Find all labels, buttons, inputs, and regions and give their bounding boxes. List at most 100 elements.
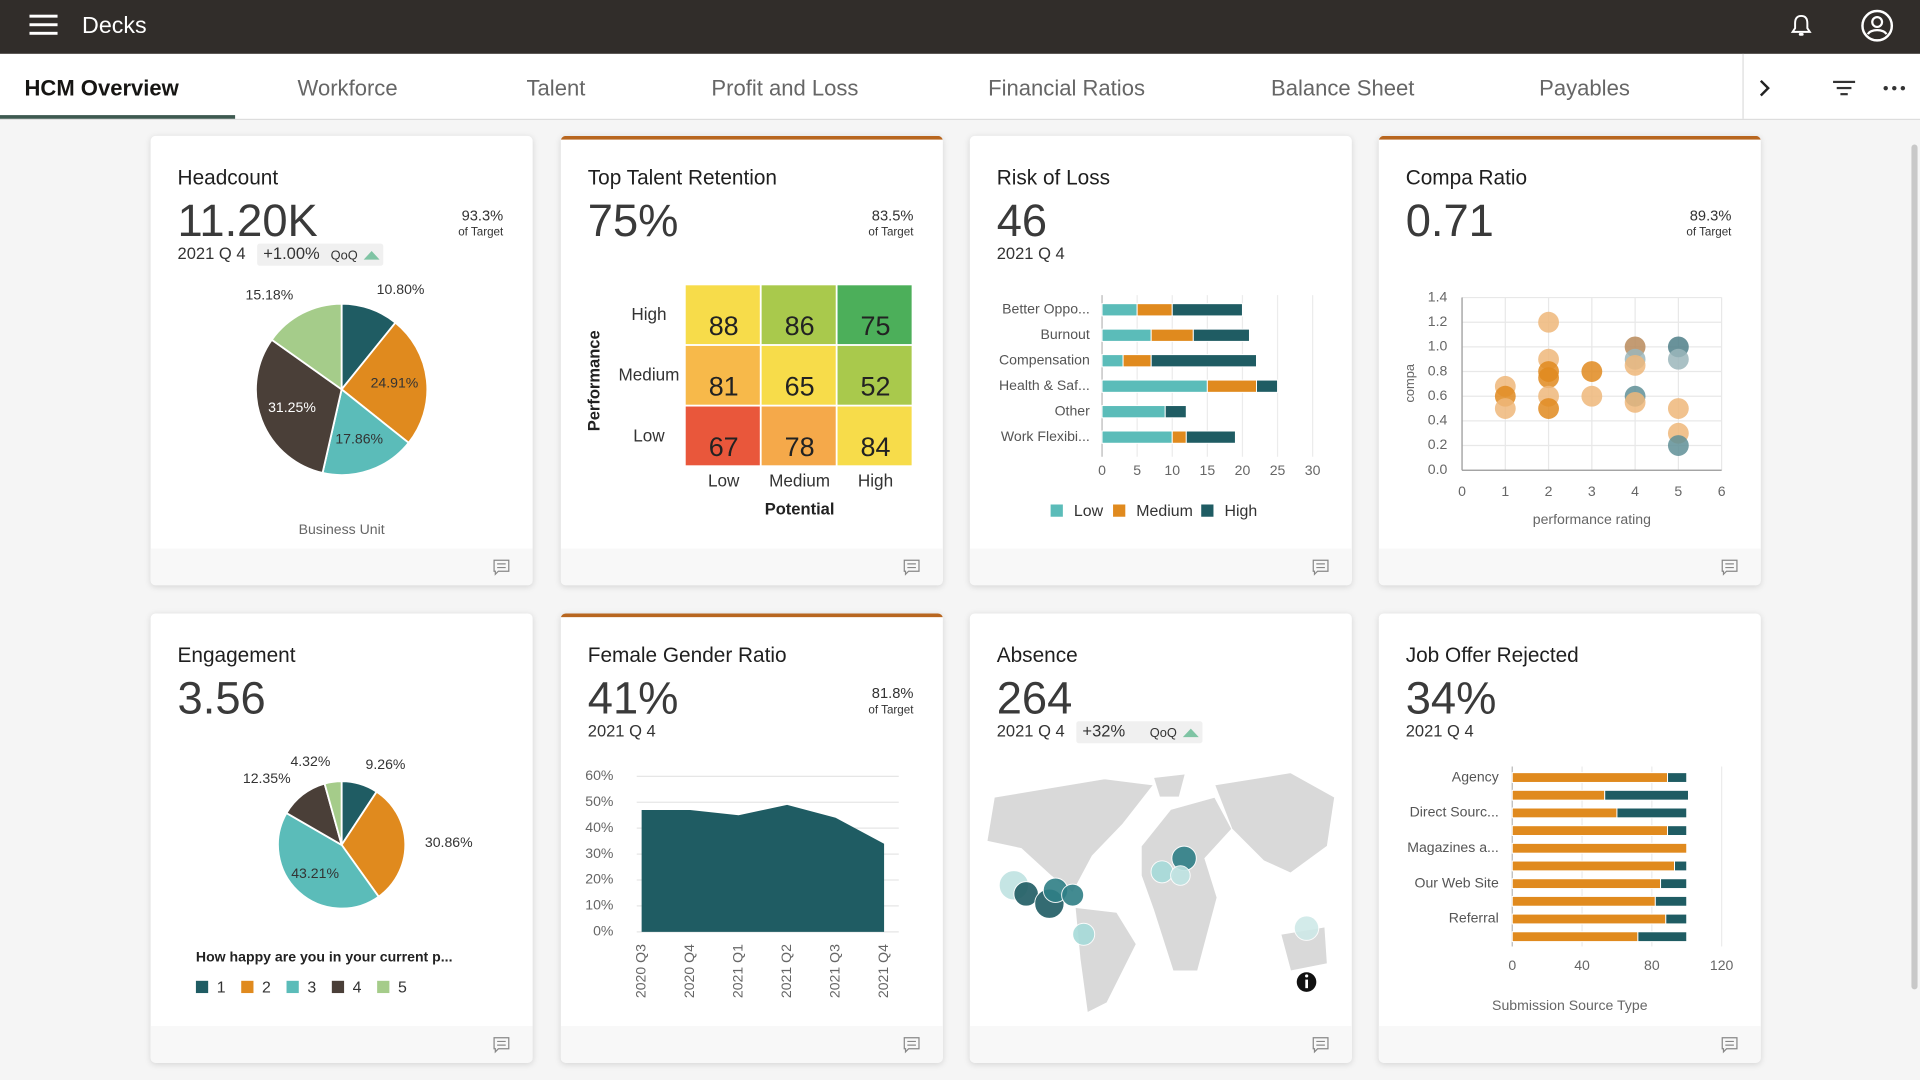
bar-segment xyxy=(1511,860,1676,872)
comment-button[interactable] xyxy=(1721,559,1738,576)
bar-segment xyxy=(1511,931,1639,943)
kpi-value: 75% xyxy=(588,195,679,246)
y-tick-label: 0% xyxy=(593,923,614,939)
slice-label: 24.91% xyxy=(371,374,419,390)
next-tabs-button[interactable] xyxy=(1756,78,1773,98)
comment-icon xyxy=(493,559,510,576)
cell-value: 75 xyxy=(861,311,891,341)
legend-swatch xyxy=(241,980,254,994)
comment-icon xyxy=(1721,1037,1738,1054)
card-canvas: Job Offer Rejected 34%2021 Q 4 0 40 80 120 Age… xyxy=(1378,644,1761,1063)
comment-icon xyxy=(903,1037,920,1054)
bar-segment xyxy=(1101,405,1166,419)
filter-button[interactable] xyxy=(1832,80,1856,97)
x-tick-label: 6 xyxy=(1718,483,1726,499)
y-tick-label: 1.2 xyxy=(1428,313,1448,329)
map-bubble[interactable] xyxy=(1061,883,1085,907)
bar-segment xyxy=(1674,860,1688,872)
bar-segment xyxy=(1192,328,1250,342)
tab[interactable]: HCM Overview xyxy=(24,75,179,101)
comment-button[interactable] xyxy=(903,559,920,576)
card-canvas: Female Gender Ratio 41%2021 Q 4 81.8%of Ta… xyxy=(560,613,943,1063)
card-accent xyxy=(1378,135,1761,140)
user-avatar[interactable] xyxy=(1860,9,1894,43)
cell-value: 67 xyxy=(709,432,739,462)
tab[interactable]: Profit and Loss xyxy=(711,75,859,101)
tab[interactable]: Balance Sheet xyxy=(1271,75,1415,101)
heatmap-cell xyxy=(837,345,912,405)
y-tick-label: 20% xyxy=(585,871,614,887)
comment-button[interactable] xyxy=(903,1037,920,1054)
x-tick-label: 3 xyxy=(1588,483,1596,499)
scatter-point xyxy=(1581,361,1603,382)
heatmap-cell xyxy=(837,406,912,466)
app-title: Decks xyxy=(82,13,147,40)
scrollbar[interactable] xyxy=(1911,144,1918,990)
slice-label: 4.32% xyxy=(290,753,330,769)
tab[interactable]: Financial Ratios xyxy=(988,75,1145,101)
y-tick-label: 40% xyxy=(585,819,614,835)
tab[interactable]: Workforce xyxy=(297,75,398,101)
comment-button[interactable] xyxy=(1312,1037,1329,1054)
x-tick-label: 2021 Q1 xyxy=(729,944,745,998)
y-category-label: Work Flexibi... xyxy=(1001,428,1090,444)
kpi-value: 264 xyxy=(997,673,1073,724)
pie-slice xyxy=(340,321,429,445)
y-category-label: Medium xyxy=(619,365,680,385)
pie-slice xyxy=(340,790,407,898)
card-footer xyxy=(150,548,533,586)
x-axis-label: Potential xyxy=(765,499,835,518)
bar-segment xyxy=(1101,328,1152,342)
separator xyxy=(1742,53,1744,119)
bar-segment xyxy=(1654,895,1688,907)
pie-slice xyxy=(270,302,343,392)
x-tick-label: 30 xyxy=(1305,462,1321,478)
map-bubble[interactable] xyxy=(1170,865,1191,886)
comment-button[interactable] xyxy=(1312,559,1329,576)
bar-segment xyxy=(1101,430,1173,444)
slice-label: 10.80% xyxy=(377,281,425,297)
map-bubble[interactable] xyxy=(1293,915,1320,941)
comment-icon xyxy=(493,1037,510,1054)
bar-segment xyxy=(1511,825,1669,836)
cell-value: 86 xyxy=(785,311,815,341)
bar-segment xyxy=(1665,913,1688,925)
x-tick-label: 80 xyxy=(1644,957,1660,973)
scatter-point xyxy=(1667,435,1689,456)
x-tick-label: 0 xyxy=(1098,462,1106,478)
tab[interactable]: Payables xyxy=(1539,75,1630,101)
x-tick-label: 0 xyxy=(1508,957,1516,973)
y-category-label: Other xyxy=(1055,402,1091,418)
notifications-button[interactable] xyxy=(1790,13,1812,37)
comment-button[interactable] xyxy=(1721,1037,1738,1054)
x-tick-label: 2021 Q2 xyxy=(778,944,794,998)
info-icon-glyph xyxy=(1305,979,1309,989)
bar-segment xyxy=(1511,878,1662,890)
x-tick-label: 120 xyxy=(1710,957,1734,973)
comment-button[interactable] xyxy=(493,559,510,576)
x-tick-label: 5 xyxy=(1133,462,1141,478)
map-bubble[interactable] xyxy=(1150,860,1174,884)
y-category-label: Our Web Site xyxy=(1415,874,1499,890)
y-tick-label: 1.0 xyxy=(1428,338,1448,354)
target-label: of Target xyxy=(868,226,914,239)
bar-segment xyxy=(1511,772,1669,783)
card-title: Headcount xyxy=(178,166,279,189)
more-button[interactable] xyxy=(1882,84,1906,91)
bar-segment xyxy=(1511,842,1688,854)
menu-button[interactable] xyxy=(29,13,58,37)
comment-button[interactable] xyxy=(493,1037,510,1054)
x-tick-label: 2021 Q3 xyxy=(826,944,842,998)
card-title: Top Talent Retention xyxy=(588,166,777,189)
legend-label: 5 xyxy=(398,979,407,996)
card: Female Gender Ratio 41% 2021 Q 4 81.8% of Ta… xyxy=(560,613,943,1063)
map-region xyxy=(986,778,1155,894)
map-bubble[interactable] xyxy=(1072,922,1096,946)
card-title: Risk of Loss xyxy=(997,166,1110,189)
slice-label: 15.18% xyxy=(246,287,294,303)
x-tick-label: 2021 Q4 xyxy=(875,944,891,998)
tab[interactable]: Talent xyxy=(526,75,586,101)
scatter-point xyxy=(1538,311,1559,333)
target-label: of Target xyxy=(1686,226,1732,239)
